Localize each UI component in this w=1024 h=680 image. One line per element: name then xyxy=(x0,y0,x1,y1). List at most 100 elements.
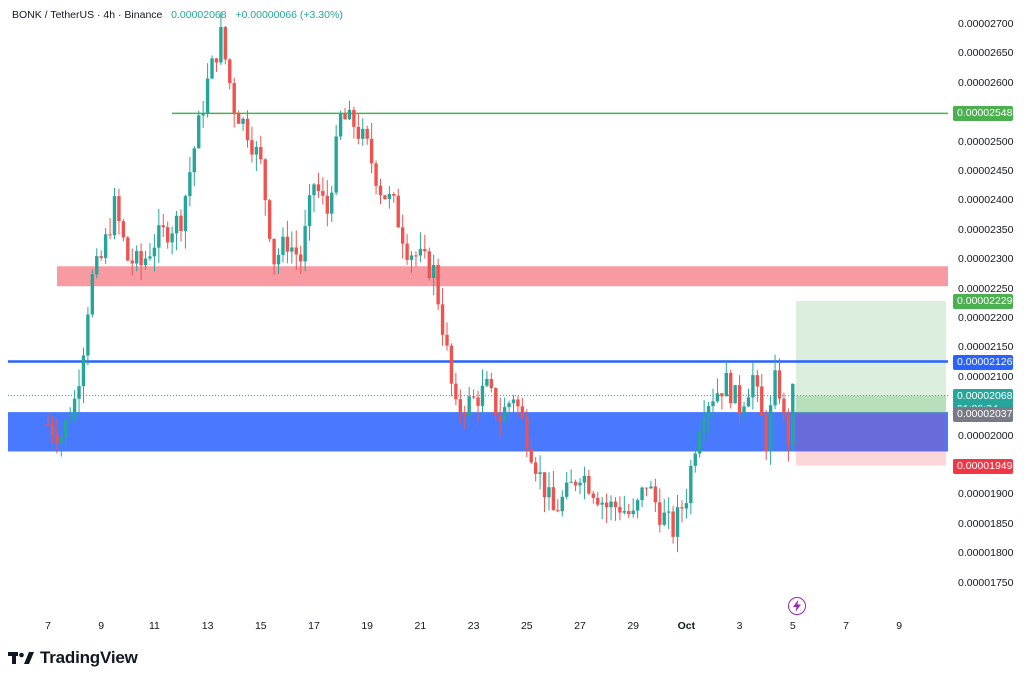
candle-body xyxy=(59,437,63,443)
candle-body xyxy=(494,388,498,415)
candle-body xyxy=(228,59,232,84)
candle-body xyxy=(55,434,59,443)
candle-body xyxy=(733,385,737,404)
candle-body xyxy=(290,247,294,252)
candle-body xyxy=(103,234,108,258)
candle-body xyxy=(760,386,764,416)
candle-body xyxy=(698,430,702,454)
x-tick-label: Oct xyxy=(678,620,696,632)
candle-body xyxy=(361,128,365,139)
candle-body xyxy=(272,238,276,265)
x-tick-label: 3 xyxy=(737,620,743,632)
candle-body xyxy=(675,507,680,537)
candle-body xyxy=(791,383,795,446)
x-tick-label: 9 xyxy=(896,620,902,632)
price-axis[interactable] xyxy=(948,0,1024,636)
candle-body xyxy=(684,503,689,509)
candle-body xyxy=(343,113,347,120)
candle-body xyxy=(635,500,640,511)
candle-body xyxy=(613,501,618,508)
candle-body xyxy=(285,236,290,252)
candle-body xyxy=(720,393,724,397)
y-tick-label: 0.00001750 xyxy=(958,576,1014,589)
candle-body xyxy=(609,501,613,508)
candle-body xyxy=(259,147,263,160)
candle-body xyxy=(640,487,644,501)
candle-body xyxy=(671,511,675,537)
candle-body xyxy=(383,195,387,200)
candle-body xyxy=(631,510,635,515)
candle-body xyxy=(321,191,325,196)
x-tick-label: 15 xyxy=(255,620,267,632)
resistance-line-tag: 0.00002548 xyxy=(953,106,1013,122)
candle-body xyxy=(374,163,378,186)
candle-body xyxy=(392,194,396,196)
y-tick-label: 0.00002450 xyxy=(958,165,1014,177)
candle-body xyxy=(46,423,50,425)
y-tick-label: 0.00002150 xyxy=(958,341,1014,354)
symbol-title: BONK / TetherUS · 4h · Binance xyxy=(12,9,163,21)
candle-body xyxy=(737,385,742,414)
candle-body xyxy=(250,140,254,155)
tradingview-logo: TradingView xyxy=(8,648,138,668)
y-tick-label: 0.00001800 xyxy=(958,547,1014,560)
candle-body xyxy=(307,195,312,227)
candle-body xyxy=(458,399,462,413)
support-line-tag: 0.00002126 xyxy=(953,354,1013,370)
candle-body xyxy=(219,27,223,63)
candle-body xyxy=(644,487,649,489)
candle-body xyxy=(294,247,298,255)
candle-body xyxy=(108,234,112,236)
entry-price-tag: 0.00002037 xyxy=(953,406,1013,422)
candle-body xyxy=(405,243,409,260)
candle-body xyxy=(538,472,542,474)
candle-body xyxy=(414,255,418,257)
candle-body xyxy=(525,417,529,449)
lightning-icon[interactable] xyxy=(788,597,806,615)
candle-body xyxy=(126,237,130,261)
y-tick-label: 0.00002500 xyxy=(958,135,1014,148)
candle-body xyxy=(121,221,126,238)
candle-body xyxy=(179,215,183,232)
candle-body xyxy=(418,248,423,256)
candle-body xyxy=(143,258,148,266)
y-tick-label: 0.00002700 xyxy=(958,18,1014,30)
candle-body xyxy=(680,507,684,509)
y-tick-label: 0.00002650 xyxy=(958,47,1014,60)
candle-body xyxy=(533,462,538,474)
current-price-tag: 0.00002068 xyxy=(953,388,1013,404)
position-loss-zone xyxy=(796,413,946,466)
candle-body xyxy=(409,255,414,260)
candle-body xyxy=(449,345,454,384)
candle-body xyxy=(86,314,90,356)
candle-body xyxy=(161,225,165,228)
x-tick-label: 13 xyxy=(202,620,214,632)
y-tick-label: 0.00002100 xyxy=(958,370,1014,383)
candle-body xyxy=(197,115,201,149)
header-price-change: +0.00000066 (+3.30%) xyxy=(235,9,343,21)
candle-body xyxy=(560,496,564,512)
candle-body xyxy=(152,247,157,257)
candle-body xyxy=(378,185,383,196)
candle-body xyxy=(276,254,281,265)
candle-body xyxy=(303,226,307,262)
candle-body xyxy=(369,138,374,164)
candle-body xyxy=(201,113,205,116)
x-tick-label: 29 xyxy=(627,620,639,632)
candle-body xyxy=(139,251,143,266)
x-tick-label: 7 xyxy=(45,620,51,632)
candle-body xyxy=(334,136,338,193)
candle-body xyxy=(112,196,117,236)
candle-body xyxy=(365,128,369,139)
x-tick-label: 27 xyxy=(574,620,586,632)
candle-body xyxy=(183,196,188,232)
candle-body xyxy=(529,448,533,463)
candle-body xyxy=(768,405,773,452)
candle-body xyxy=(547,487,551,498)
x-tick-label: 11 xyxy=(149,620,160,632)
candle-body xyxy=(591,493,595,498)
candle-body xyxy=(192,148,196,173)
position-open-profit xyxy=(796,395,946,414)
